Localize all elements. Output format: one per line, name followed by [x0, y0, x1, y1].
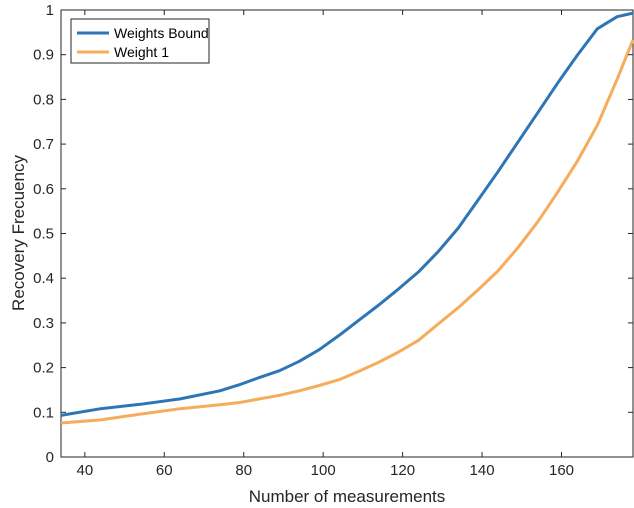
x-tick-label: 120	[390, 462, 415, 479]
plot-area	[60, 9, 634, 458]
legend-box	[70, 18, 210, 64]
x-axis: 40 60 80 100 120 140 160	[76, 10, 574, 479]
series-line-1	[60, 11, 634, 417]
y-axis: 0 0.1 0.2 0.3 0.4 0.5 0.6 0.7 0.8 0.9 1	[33, 2, 633, 466]
x-tick-label: 160	[549, 462, 574, 479]
y-tick-label: 0.4	[33, 270, 54, 287]
x-tick-label: 140	[470, 462, 495, 479]
y-tick-label: 0	[46, 449, 54, 466]
x-tick-label: 40	[76, 462, 93, 479]
x-axis-label: Number of measurements	[249, 487, 446, 506]
y-tick-label: 1	[46, 2, 54, 19]
y-tick-label: 0.9	[33, 47, 54, 64]
y-tick-label: 0.3	[33, 315, 54, 332]
legend-label-1: Weights Bound	[114, 25, 209, 41]
y-axis-label: Recovery Frecuency	[9, 155, 28, 311]
x-tick-label: 80	[235, 462, 252, 479]
y-tick-label: 0.7	[33, 136, 54, 153]
series-line-2	[60, 39, 634, 425]
y-tick-label: 0.6	[33, 181, 54, 198]
y-tick-label: 0.2	[33, 360, 54, 377]
x-tick-label: 100	[311, 462, 336, 479]
series-group	[60, 11, 634, 425]
y-tick-label: 0.5	[33, 226, 54, 243]
x-tick-label: 60	[156, 462, 173, 479]
y-tick-label: 0.1	[33, 404, 54, 421]
y-tick-label: 0.8	[33, 91, 54, 108]
legend: Weights Bound Weight 1	[70, 18, 210, 64]
legend-label-2: Weight 1	[114, 44, 169, 60]
